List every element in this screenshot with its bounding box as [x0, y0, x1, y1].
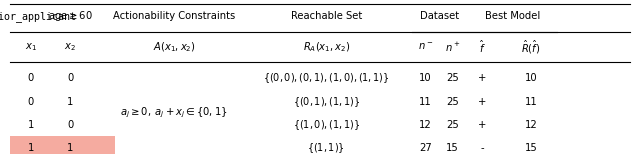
Text: age$\geq$60: age$\geq$60: [48, 9, 93, 23]
Text: Best Model: Best Model: [485, 11, 540, 21]
Text: $\hat{f}$: $\hat{f}$: [479, 39, 486, 55]
Text: Reachable Set: Reachable Set: [291, 11, 362, 21]
Text: prior_applicant: prior_applicant: [0, 11, 76, 22]
Text: 12: 12: [525, 120, 538, 130]
Text: $a_j \geq 0,\; a_j + x_j \in \{0,1\}$: $a_j \geq 0,\; a_j + x_j \in \{0,1\}$: [120, 106, 228, 120]
Text: 1: 1: [67, 97, 74, 107]
Text: 25: 25: [446, 120, 459, 130]
Text: $R_A(x_1,x_2)$: $R_A(x_1,x_2)$: [303, 40, 350, 54]
Text: $\{(0,0),(0,1),(1,0),(1,1)\}$: $\{(0,0),(0,1),(1,0),(1,1)\}$: [263, 71, 390, 85]
Text: +: +: [478, 97, 487, 107]
Text: -: -: [481, 143, 484, 153]
Text: 0: 0: [67, 73, 74, 83]
Text: 10: 10: [419, 73, 432, 83]
Text: 1: 1: [28, 120, 34, 130]
Text: $\{(0,1),(1,1)\}$: $\{(0,1),(1,1)\}$: [292, 95, 360, 109]
Text: 0: 0: [28, 97, 34, 107]
Text: 25: 25: [446, 97, 459, 107]
Text: 12: 12: [419, 120, 432, 130]
Text: 27: 27: [419, 143, 432, 153]
Text: $A(x_1,x_2)$: $A(x_1,x_2)$: [153, 40, 195, 54]
Text: Dataset: Dataset: [420, 11, 459, 21]
Text: $n^+$: $n^+$: [445, 40, 460, 54]
Text: 15: 15: [525, 143, 538, 153]
Text: 25: 25: [446, 73, 459, 83]
Text: 15: 15: [446, 143, 459, 153]
Text: +: +: [478, 120, 487, 130]
Text: 11: 11: [525, 97, 538, 107]
FancyBboxPatch shape: [10, 136, 115, 154]
Text: 0: 0: [67, 120, 74, 130]
Text: Actionability Constraints: Actionability Constraints: [113, 11, 236, 21]
Text: 1: 1: [67, 143, 74, 153]
Text: $\{(1,0),(1,1)\}$: $\{(1,0),(1,1)\}$: [292, 118, 360, 132]
Text: 0: 0: [28, 73, 34, 83]
Text: $x_2$: $x_2$: [65, 41, 76, 53]
Text: 1: 1: [28, 143, 34, 153]
Text: $n^-$: $n^-$: [418, 41, 433, 53]
Text: $x_1$: $x_1$: [25, 41, 36, 53]
Text: $\hat{R}(\hat{f})$: $\hat{R}(\hat{f})$: [522, 38, 541, 56]
Text: 10: 10: [525, 73, 538, 83]
Text: $\{(1,1)\}$: $\{(1,1)\}$: [307, 141, 346, 154]
Text: +: +: [478, 73, 487, 83]
Text: 11: 11: [419, 97, 432, 107]
